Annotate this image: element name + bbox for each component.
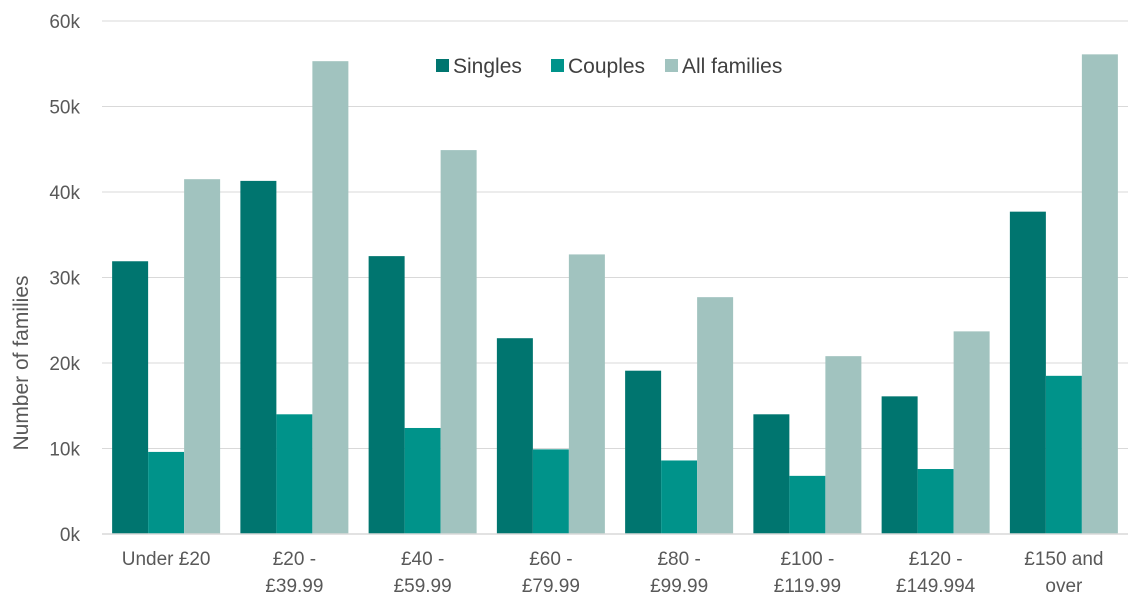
legend-swatch-2 [665,59,678,72]
x-tick-label-line: £80 - [657,549,700,570]
bar-singles-5 [753,414,790,534]
legend-label-2: All families [682,55,782,78]
bar-couples-3 [532,449,569,534]
bar-singles-4 [625,370,662,534]
bar-singles-2 [368,256,405,534]
bar-singles-1 [240,180,277,534]
y-tick-label: 20k [49,354,80,375]
legend-swatch-0 [436,59,449,72]
bar-all-families-0 [184,179,221,535]
legend-label-1: Couples [568,55,645,78]
legend-swatch-1 [551,59,564,72]
x-tick-label: £150 and over [1024,549,1103,597]
x-tick-label-line: £150 and [1024,549,1103,570]
x-tick-label: £40 - £59.99 [394,549,452,597]
bar-all-families-5 [825,356,862,534]
x-tick-label-line: £100 - [780,549,834,570]
x-tick-label: £80 - £99.99 [650,549,708,597]
x-tick-label: £60 - £79.99 [522,549,580,597]
bar-all-families-3 [568,254,605,535]
x-tick-label-line: £120 - [909,549,963,570]
bar-couples-2 [404,427,441,534]
x-tick-label-line: £119.99 [774,576,841,597]
bar-all-families-7 [1081,54,1118,534]
bar-singles-3 [496,338,533,534]
x-tick-label-line: Under £20 [122,549,211,570]
x-tick-label-line: £60 - [529,549,572,570]
legend: Singles Couples All families [436,55,782,78]
y-tick-label: 60k [49,12,80,33]
bar-singles-7 [1009,211,1046,535]
bar-couples-6 [917,469,954,534]
x-tick-label-line: £149.994 [896,576,976,597]
x-axis-tick-labels: Under £20 £20 - £39.99 £40 - £59.99 £60 - £79.… [122,549,1104,597]
x-tick-label-line: £99.99 [650,576,708,597]
bar-all-families-6 [953,331,990,534]
y-tick-label: 0k [60,525,81,546]
x-tick-label-line: £79.99 [522,576,580,597]
bar-couples-0 [148,451,185,534]
bar-couples-4 [661,460,698,534]
y-axis-label: Number of families [10,275,33,450]
bar-all-families-2 [440,150,477,535]
x-tick-label-line: £39.99 [265,576,323,597]
x-tick-label-line: £20 - [273,549,316,570]
y-tick-label: 50k [49,98,80,119]
x-tick-label: £20 - £39.99 [265,549,323,597]
x-tick-label: £120 - £149.994 [896,549,976,597]
y-axis-tick-labels: 0k 10k 20k 30k 40k 50k 60k [49,12,80,546]
x-tick-label: £100 - £119.99 [774,549,841,597]
bar-all-families-1 [312,61,349,535]
legend-label-0: Singles [453,55,522,78]
x-tick-label-line: £59.99 [394,576,452,597]
x-tick-label: Under £20 [122,549,211,570]
bar-couples-1 [276,414,313,534]
y-tick-label: 10k [49,440,80,461]
bar-couples-7 [1045,375,1082,534]
y-tick-label: 40k [49,183,80,204]
y-tick-label: 30k [49,269,80,290]
bar-all-families-4 [697,297,734,534]
x-tick-label-line: £40 - [401,549,444,570]
bars [112,54,1118,535]
bar-singles-6 [881,396,918,534]
bar-couples-5 [789,475,826,534]
x-tick-label-line: over [1045,576,1083,597]
bar-singles-0 [112,261,149,534]
